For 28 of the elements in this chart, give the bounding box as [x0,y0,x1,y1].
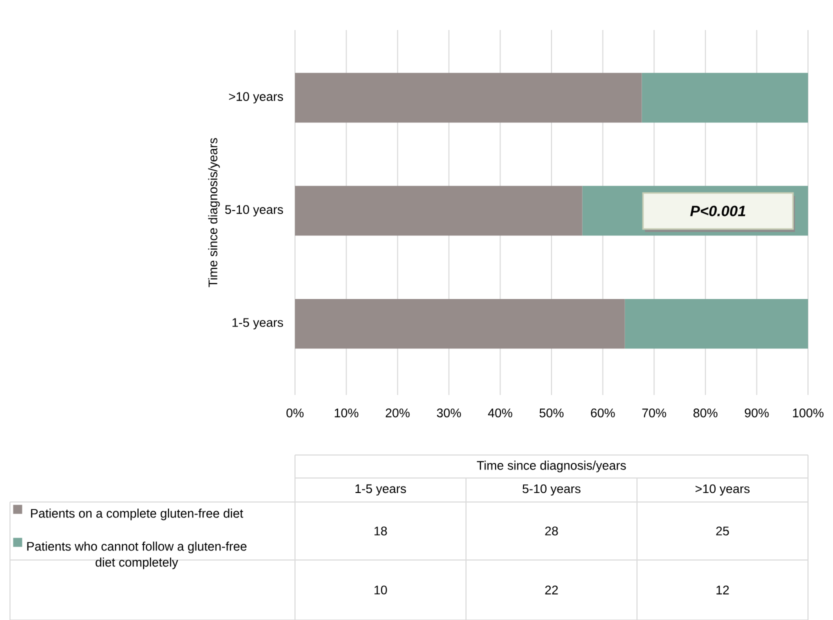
text: 28 [545,526,558,536]
x-tick-label: 90% [744,408,769,418]
text: 18 [374,526,387,536]
category-label: 1-5 years [356,484,406,496]
x-tick-label: 50% [540,408,564,418]
y-tick-label: >10 years [229,92,284,104]
x-tick-label: 30% [436,408,461,418]
category-label: >10 years [696,484,750,496]
y-axis-title: Time since diagnosis/years [208,138,220,288]
x-tick-label: 80% [693,408,718,418]
text: 22 [545,586,558,594]
annotation: P<0.001 [690,206,746,216]
text: Time since diagnosis/years [476,460,626,472]
x-tick-label: 20% [386,408,410,418]
x-tick-label: 10% [334,408,358,418]
text: 25 [716,526,729,536]
legend-label: Patients who cannot follow a gluten-free diet completely [27,542,246,570]
y-tick-label: 1-5 years [232,318,284,330]
legend-label: Patients on a complete gluten-free diet [31,508,244,520]
y-tick-label: 5-10 years [225,205,284,216]
category-label: 5-10 years [522,484,580,496]
x-tick-label: 0% [286,408,304,418]
text: 12 [716,586,729,594]
x-tick-label: 70% [642,408,666,418]
x-tick-label: 40% [488,408,512,418]
text: 10 [374,586,387,594]
x-tick-label: 100% [793,408,824,418]
x-tick-label: 60% [590,408,615,418]
